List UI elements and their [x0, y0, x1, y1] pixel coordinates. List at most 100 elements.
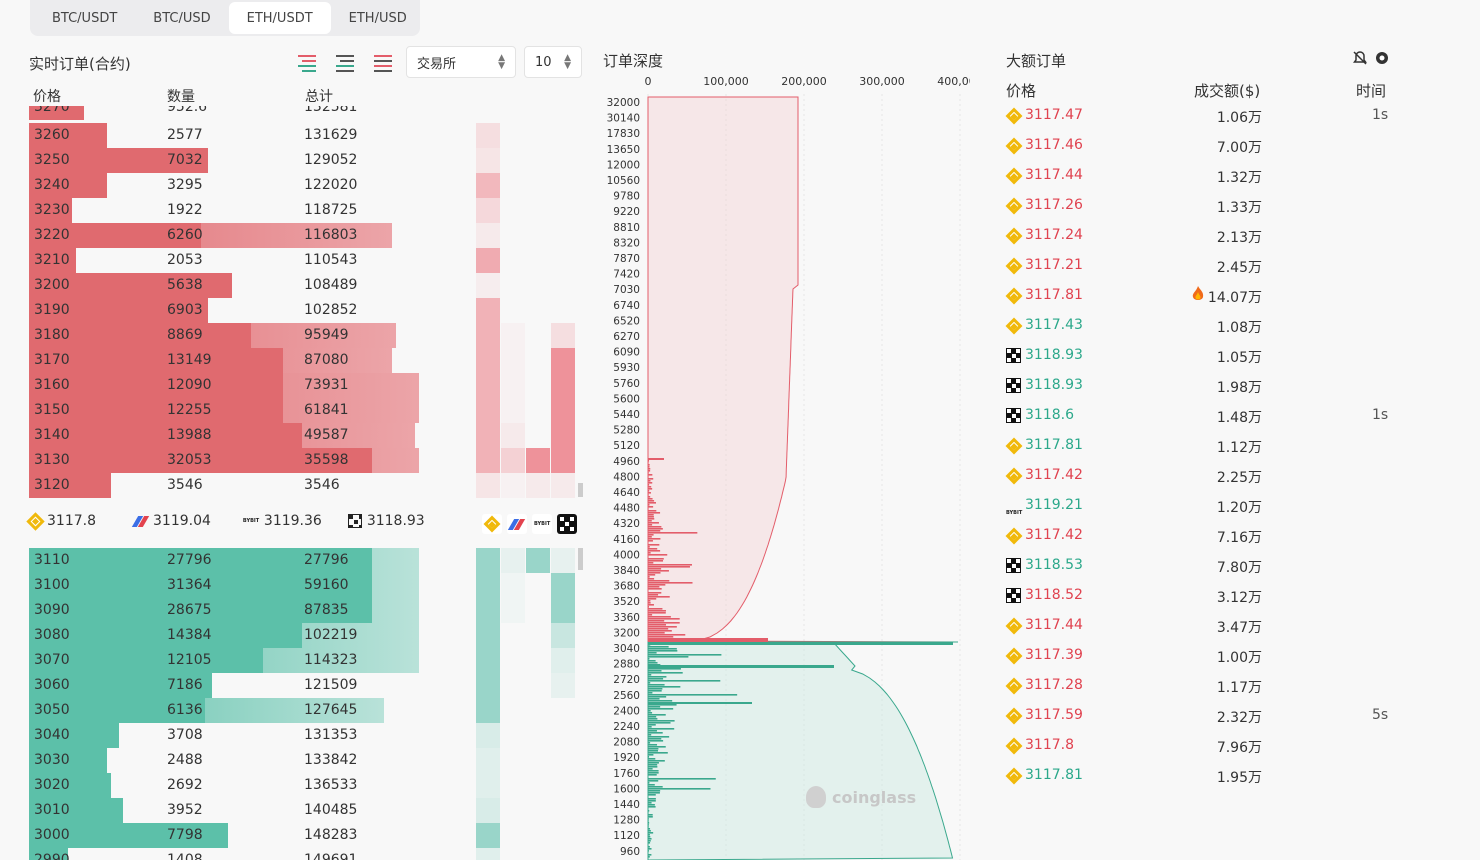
- heat-cell: [501, 348, 525, 373]
- ask-row[interactable]: 3200 5638 108489: [29, 273, 419, 298]
- large-order-row[interactable]: 3118.93 1.05万: [1006, 341, 1406, 371]
- view-asks-icon[interactable]: [368, 51, 394, 73]
- heat-cell: [501, 448, 525, 473]
- qty-cell: 3708: [167, 727, 203, 743]
- bybit-filter-icon[interactable]: BYBIT: [532, 514, 552, 534]
- bid-row[interactable]: 3080 14384 102219: [29, 623, 419, 648]
- large-order-row[interactable]: 3117.81 1.12万: [1005, 431, 1406, 461]
- scrollbar-top[interactable]: [578, 483, 583, 497]
- ask-row[interactable]: 3170 13149 87080: [29, 348, 419, 373]
- large-order-row[interactable]: 3117.59 2.32万 5s: [1005, 701, 1406, 731]
- bid-row[interactable]: 3110 27796 27796: [29, 548, 419, 573]
- ask-row[interactable]: 3130 32053 35598: [29, 448, 419, 473]
- total-cell: 133842: [304, 752, 358, 768]
- large-order-row[interactable]: 3118.53 7.80万: [1006, 551, 1406, 581]
- bid-level-bar: [648, 780, 659, 782]
- heat-cell: [476, 223, 500, 248]
- ask-row[interactable]: 3140 13988 49587: [29, 423, 419, 448]
- okx-icon: [1006, 378, 1021, 397]
- tab-btc-usd[interactable]: BTC/USD: [153, 10, 211, 26]
- qty-bar: [29, 373, 283, 398]
- binance-filter-icon[interactable]: [482, 514, 502, 534]
- bid-row[interactable]: 3040 3708 131353: [29, 723, 419, 748]
- depth-select[interactable]: 10 ▲ ▼: [524, 46, 582, 78]
- large-order-row[interactable]: 3117.46 7.00万: [1005, 131, 1406, 161]
- ask-level-bar: [648, 608, 663, 610]
- large-order-row[interactable]: 3117.44 1.32万: [1005, 161, 1406, 191]
- ask-level-bar: [648, 600, 651, 602]
- bell-off-icon[interactable]: [1352, 50, 1368, 66]
- large-order-amount: 7.00万: [1216, 140, 1262, 156]
- large-order-price: 3117.43: [1025, 317, 1083, 333]
- large-order-row[interactable]: 3117.42 7.16万: [1005, 521, 1406, 551]
- ask-row[interactable]: 3220 6260 116803: [29, 223, 419, 248]
- large-order-row[interactable]: 3117.44 3.47万: [1005, 611, 1406, 641]
- binance-icon: [1005, 677, 1023, 696]
- ask-row[interactable]: 3190 6903 102852: [29, 298, 419, 323]
- heat-cell: [501, 573, 525, 598]
- tab-eth-usdt[interactable]: ETH/USDT: [228, 2, 331, 34]
- y-tick-label: 4640: [613, 487, 640, 499]
- large-order-row[interactable]: 3117.26 1.33万: [1005, 191, 1406, 221]
- large-order-row[interactable]: 3117.8 7.96万: [1005, 731, 1406, 761]
- ask-row[interactable]: 3180 8869 95949: [29, 323, 419, 348]
- bid-row[interactable]: 3100 31364 59160: [29, 573, 419, 598]
- gear-icon[interactable]: [1374, 50, 1390, 66]
- heat-cell: [501, 598, 525, 623]
- okx-filter-icon[interactable]: [557, 514, 577, 534]
- large-order-row[interactable]: 3117.39 1.00万: [1005, 641, 1406, 671]
- view-bids-icon[interactable]: [330, 51, 356, 73]
- ask-row[interactable]: 3210 2053 110543: [29, 248, 419, 273]
- bid-row[interactable]: 2990 1408 149691: [29, 848, 419, 860]
- bid-level-bar: [648, 814, 653, 816]
- ask-level-bar: [648, 596, 670, 598]
- y-tick-label: 2240: [613, 721, 640, 733]
- large-order-row[interactable]: 3118.93 1.98万: [1006, 371, 1406, 401]
- ask-row[interactable]: 3250 7032 129052: [29, 148, 419, 173]
- bid-row[interactable]: 3050 6136 127645: [29, 698, 419, 723]
- bid-level-bar: [648, 850, 649, 852]
- bid-row[interactable]: 3000 7798 148283: [29, 823, 419, 848]
- large-order-row[interactable]: 3117.43 1.08万: [1005, 311, 1406, 341]
- ask-row[interactable]: 3240 3295 122020: [29, 173, 419, 198]
- large-order-amount: 1.20万: [1216, 500, 1262, 516]
- large-order-row[interactable]: 3118.52 3.12万: [1006, 581, 1406, 611]
- tab-btc-usdt[interactable]: BTC/USDT: [52, 10, 118, 26]
- large-order-row[interactable]: 3117.21 2.45万: [1005, 251, 1406, 281]
- qty-cell: 6903: [167, 302, 203, 318]
- coinbase-filter-icon[interactable]: [507, 514, 527, 534]
- y-tick-label: 30140: [607, 113, 640, 125]
- bid-row[interactable]: 3020 2692 136533: [29, 773, 419, 798]
- large-order-row[interactable]: 3117.81 14.07万: [1005, 281, 1406, 311]
- large-order-price: 3117.39: [1025, 647, 1083, 663]
- tab-eth-usd[interactable]: ETH/USD: [348, 10, 407, 26]
- y-tick-label: 7030: [613, 284, 640, 296]
- bid-level-bar: [648, 826, 649, 828]
- bid-row[interactable]: 3030 2488 133842: [29, 748, 419, 773]
- large-order-row[interactable]: BYBIT 3119.21 1.20万: [1006, 491, 1406, 521]
- exchange-select[interactable]: 交易所 ▲ ▼: [406, 46, 516, 78]
- bid-row[interactable]: 3090 28675 87835: [29, 598, 419, 623]
- bid-row[interactable]: 3010 3952 140485: [29, 798, 419, 823]
- bid-level-bar: [648, 706, 661, 708]
- large-order-row[interactable]: 3117.47 1.06万 1s: [1005, 101, 1406, 131]
- large-order-row[interactable]: 3117.81 1.95万: [1005, 761, 1406, 791]
- ask-row[interactable]: 3260 2577 131629: [29, 123, 419, 148]
- bid-row[interactable]: 3060 7186 121509: [29, 673, 419, 698]
- ask-row[interactable]: 3120 3546 3546: [29, 473, 419, 498]
- large-order-row[interactable]: 3118.6 1.48万 1s: [1006, 401, 1406, 431]
- large-order-row[interactable]: 3117.42 2.25万: [1005, 461, 1406, 491]
- view-both-icon[interactable]: [292, 51, 318, 73]
- qty-bar: [29, 798, 123, 823]
- bid-level-bar: [648, 824, 649, 826]
- ask-row[interactable]: 3150 12255 61841: [29, 398, 419, 423]
- ask-level-bar: [648, 572, 661, 574]
- scrollbar-bottom[interactable]: [578, 548, 583, 570]
- large-order-amount: 1.33万: [1216, 200, 1262, 216]
- large-order-row[interactable]: 3117.28 1.17万: [1005, 671, 1406, 701]
- ask-row[interactable]: 3230 1922 118725: [29, 198, 419, 223]
- large-order-row[interactable]: 3117.24 2.13万: [1005, 221, 1406, 251]
- y-tick-label: 1920: [613, 752, 640, 764]
- ask-row[interactable]: 3160 12090 73931: [29, 373, 419, 398]
- bid-row[interactable]: 3070 12105 114323: [29, 648, 419, 673]
